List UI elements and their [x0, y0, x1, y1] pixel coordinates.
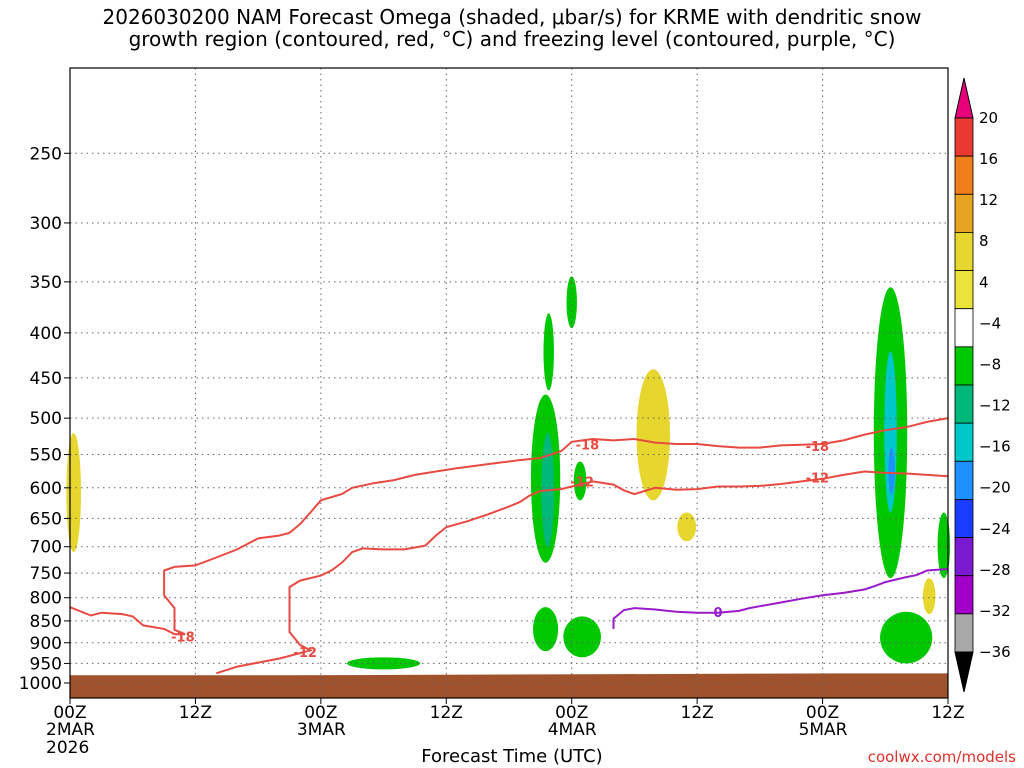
colorbar-label: 20	[979, 109, 998, 127]
colorbar-segment	[954, 346, 974, 386]
omega-shade-negative	[566, 276, 577, 329]
x-tick-date: 5MAR	[799, 720, 848, 740]
y-tick-label: 450	[30, 369, 62, 389]
contour-label: 0	[714, 606, 723, 621]
contour-label: -12	[293, 646, 317, 661]
grid-lines	[69, 68, 949, 698]
colorbar-label: 8	[979, 232, 989, 250]
x-tick-date: 3MAR	[297, 720, 346, 740]
axes: 2503003504004505005506006507007508008509…	[19, 67, 965, 758]
x-tick-label: 00Z	[53, 703, 86, 723]
plot-frame	[69, 67, 949, 699]
colorbar-segment	[954, 613, 974, 653]
omega-shade-negative	[533, 607, 559, 652]
colorbar-segment	[954, 575, 974, 615]
colorbar-label: −28	[979, 561, 1011, 579]
y-tick-label: 800	[30, 589, 62, 609]
y-tick-label: 650	[30, 509, 62, 529]
y-tick-label: 900	[30, 634, 62, 654]
y-tick-label: 750	[30, 564, 62, 584]
omega-shade-positive	[922, 578, 936, 615]
colorbar-label: −32	[979, 602, 1011, 620]
ground-fill	[70, 673, 948, 698]
colorbar-label: −8	[979, 355, 1001, 373]
x-tick-label: 12Z	[681, 703, 714, 723]
x-tick-label: 12Z	[430, 703, 463, 723]
y-tick-label: 850	[30, 612, 62, 632]
colorbar-label: 16	[979, 150, 998, 168]
colorbar-label: 4	[979, 273, 989, 291]
y-tick-label: 350	[30, 273, 62, 293]
omega-shade-positive	[636, 369, 670, 501]
colorbar-bottom-arrow	[954, 651, 974, 693]
temperature-contours: -18 -18 -18 -12 -12 -12 0	[69, 417, 949, 675]
x-tick-label: 12Z	[931, 703, 964, 723]
colorbar-label: −12	[979, 397, 1011, 415]
colorbar-segment	[954, 117, 974, 157]
omega-shade-negative	[880, 611, 933, 664]
y-tick-label: 950	[30, 654, 62, 674]
y-tick-label: 1000	[19, 674, 62, 694]
omega-shade-negative	[543, 313, 554, 391]
colorbar-label: 12	[979, 191, 998, 209]
x-tick-year: 2026	[46, 738, 89, 758]
chart-title-line-1: 2026030200 NAM Forecast Omega (shaded, μ…	[102, 5, 922, 29]
y-tick-label: 250	[30, 144, 62, 164]
colorbar-segment	[954, 308, 974, 348]
omega-shading	[66, 276, 951, 670]
contour--12	[215, 470, 949, 675]
contour-label: -12	[806, 471, 830, 486]
y-tick-label: 300	[30, 214, 62, 234]
x-tick-date: 4MAR	[548, 720, 597, 740]
y-tick-label: 550	[30, 446, 62, 466]
omega-shade-negative	[937, 512, 951, 579]
chart-title-line-2: growth region (contoured, red, °C) and f…	[128, 27, 896, 51]
colorbar-segment	[954, 270, 974, 310]
colorbar-segment	[954, 460, 974, 500]
colorbar-segment	[954, 232, 974, 271]
contour-0	[612, 568, 949, 629]
contour-label: -18	[171, 630, 195, 645]
omega-shade-positive	[66, 433, 81, 553]
contour-label: -18	[806, 440, 830, 455]
omega-shade-negative	[563, 616, 601, 658]
credit-text: coolwx.com/models	[867, 748, 1016, 766]
colorbar-label: −24	[979, 520, 1011, 538]
ground-layer	[70, 673, 948, 698]
contour--18	[69, 417, 949, 636]
colorbar-segment	[954, 193, 974, 233]
colorbar-segment	[954, 537, 974, 577]
x-tick-label: 12Z	[179, 703, 212, 723]
y-tick-label: 600	[30, 479, 62, 499]
x-tick-label: 00Z	[555, 703, 588, 723]
y-tick-label: 700	[30, 538, 62, 558]
colorbar-label: −36	[979, 643, 1011, 661]
colorbar: 20 16 12 8 4 −4 −8 −12 −16 −20 −24 −28 −32 −36	[954, 77, 1011, 693]
contour-label: -18	[576, 439, 600, 454]
colorbar-segment	[954, 155, 974, 195]
y-tick-label: 500	[30, 409, 62, 429]
omega-shade-positive	[677, 512, 697, 542]
y-tick-label: 400	[30, 324, 62, 344]
colorbar-label: −4	[979, 314, 1001, 332]
colorbar-label: −20	[979, 479, 1011, 497]
omega-shade-negative	[573, 461, 587, 501]
x-tick-date: 2MAR	[46, 720, 95, 740]
colorbar-segment	[954, 422, 974, 462]
colorbar-top-arrow	[954, 77, 974, 119]
x-tick-label: 00Z	[806, 703, 839, 723]
contour-label: -12	[570, 475, 594, 490]
colorbar-segment	[954, 499, 974, 538]
colorbar-segment	[954, 384, 974, 424]
omega-shade-core	[888, 447, 895, 495]
x-axis-label: Forecast Time (UTC)	[421, 746, 603, 767]
x-tick-label: 00Z	[304, 703, 337, 723]
colorbar-label: −16	[979, 438, 1011, 456]
